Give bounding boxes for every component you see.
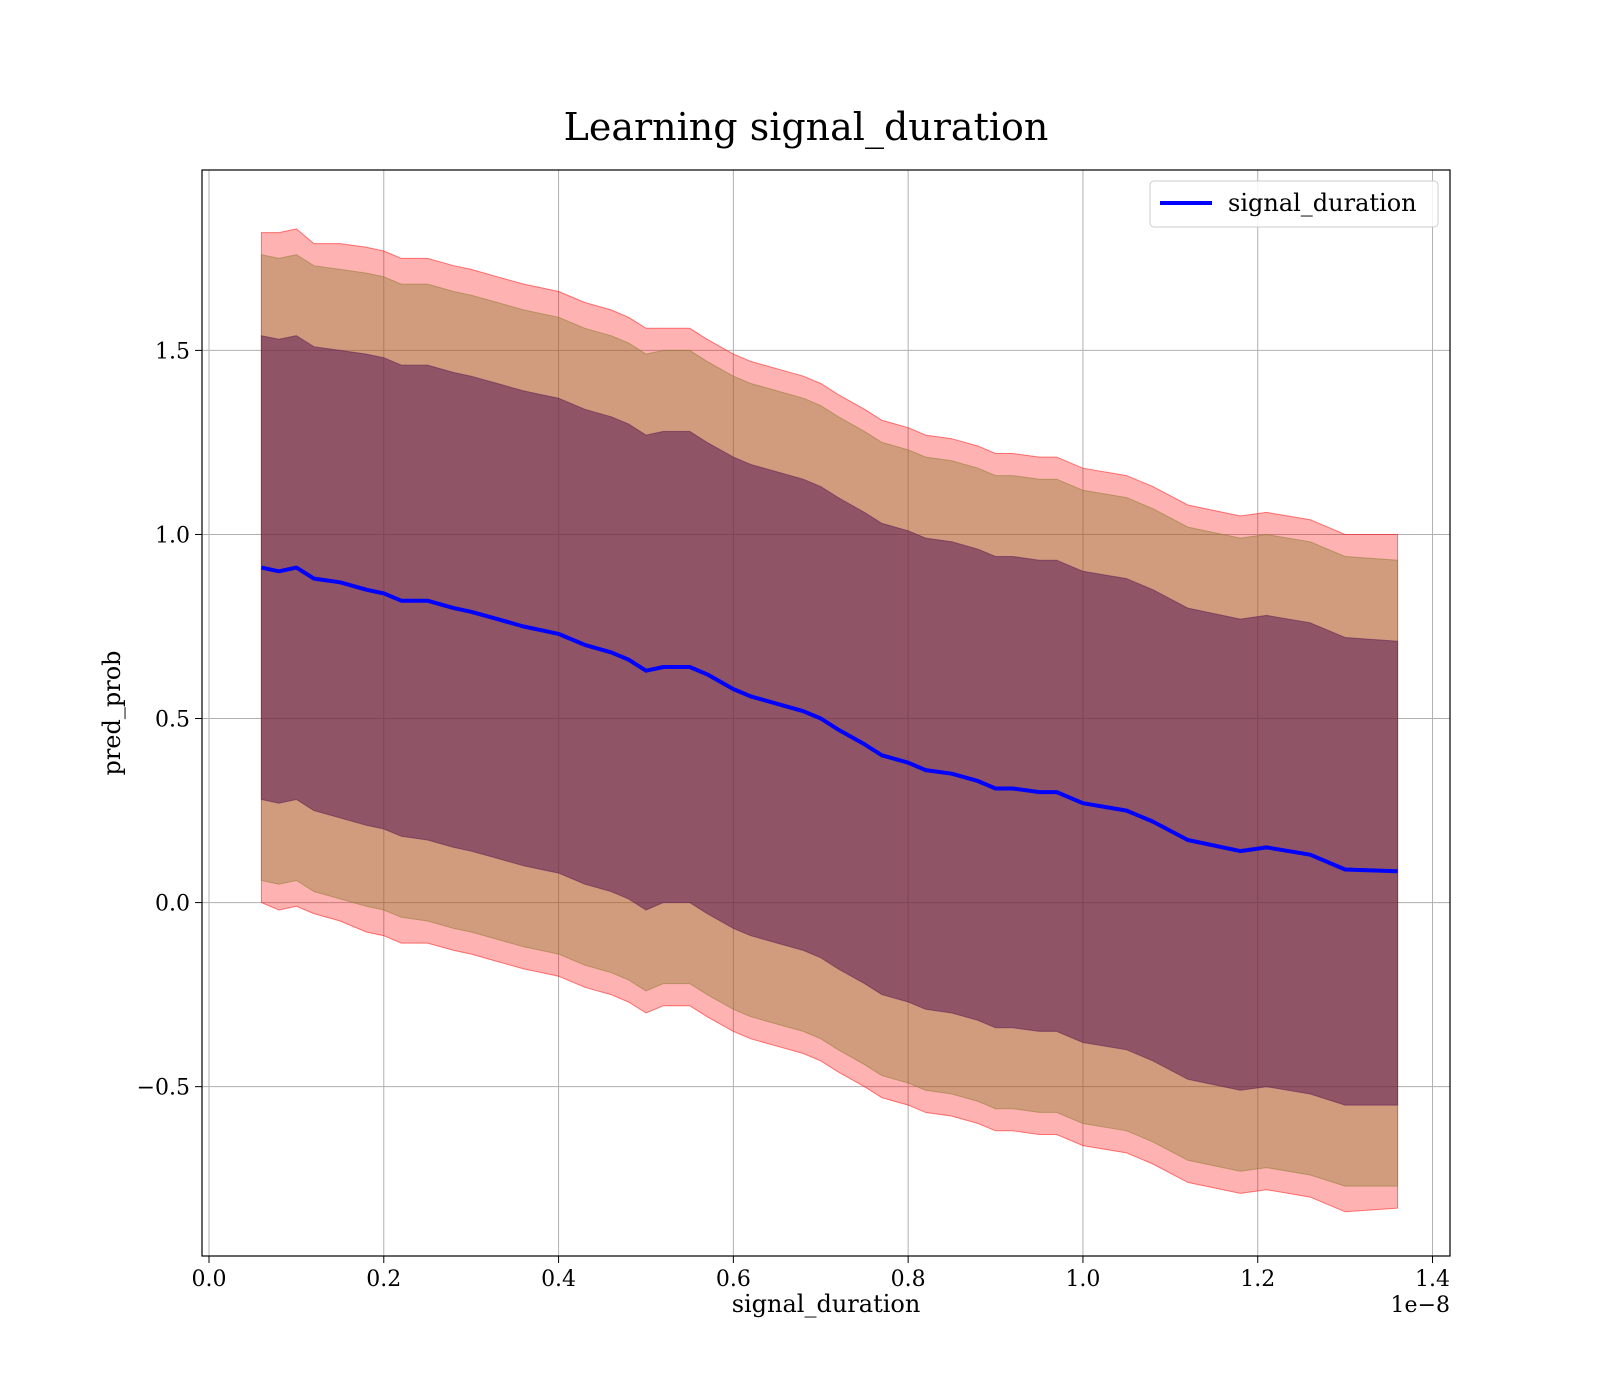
x-axis-offset-label: 1e−8 [1391, 1293, 1450, 1318]
legend: signal_duration [1149, 180, 1439, 228]
y-tick-label: 1.5 [155, 339, 190, 364]
x-tick-label: 1.0 [1065, 1267, 1100, 1292]
y-tick-label: 0.0 [155, 892, 190, 917]
series-line-0 [260, 565, 1398, 874]
chart-title: Learning signal_duration [564, 105, 1049, 150]
y-tick-label: 0.5 [155, 708, 190, 733]
x-tick-label: 1.4 [1415, 1267, 1450, 1292]
y-tick-label: −0.5 [137, 1076, 190, 1101]
y-axis-label: pred_prob [98, 650, 126, 775]
x-tick-label: 0.0 [191, 1267, 226, 1292]
series-lines [260, 565, 1398, 874]
y-tick-label: 1.0 [155, 523, 190, 548]
confidence-band-2 [260, 335, 1399, 1106]
x-tick-label: 1.2 [1240, 1267, 1275, 1292]
confidence-bands [260, 228, 1399, 1213]
x-tick-label: 0.2 [366, 1267, 401, 1292]
legend-label: signal_duration [1228, 189, 1417, 217]
y-axis-ticks: −0.5 0.0 0.5 1.0 1.5 [137, 339, 202, 1101]
x-axis-ticks: 0.0 0.2 0.4 0.6 0.8 1.0 1.2 1.4 [191, 1256, 1450, 1292]
x-tick-label: 0.6 [716, 1267, 751, 1292]
plot-frame [201, 169, 1451, 1257]
x-axis-label: signal_duration [732, 1290, 921, 1318]
legend-box [1149, 180, 1439, 228]
x-tick-label: 0.4 [541, 1267, 576, 1292]
x-tick-label: 0.8 [891, 1267, 926, 1292]
